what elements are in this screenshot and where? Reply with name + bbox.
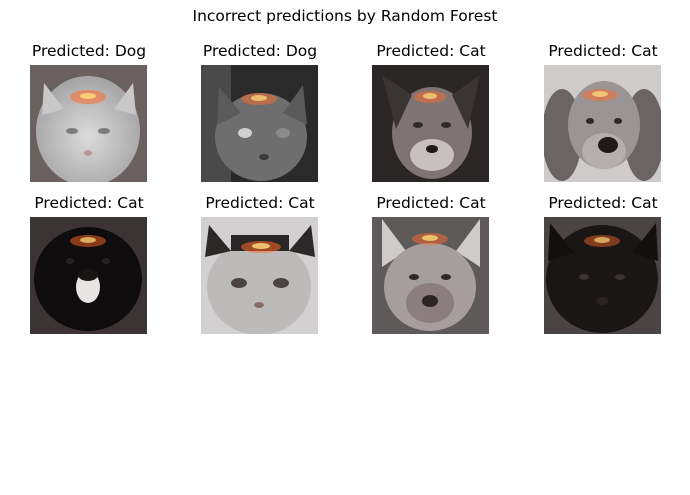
panel-image bbox=[544, 65, 661, 182]
panel-caption: Predicted: Cat bbox=[548, 194, 658, 212]
panel-caption: Predicted: Dog bbox=[202, 42, 318, 60]
panel-image bbox=[201, 65, 318, 182]
panel-image bbox=[544, 217, 661, 334]
panel-image bbox=[30, 65, 147, 182]
figure-title: Incorrect predictions by Random Forest bbox=[192, 7, 498, 25]
panel-caption: Predicted: Cat bbox=[205, 194, 315, 212]
panel-image bbox=[372, 217, 489, 334]
panel-caption: Predicted: Cat bbox=[376, 194, 486, 212]
panel-image bbox=[372, 65, 489, 182]
panel-image bbox=[201, 217, 318, 334]
panel-image bbox=[30, 217, 147, 334]
panel-caption: Predicted: Cat bbox=[376, 42, 486, 60]
panel-caption: Predicted: Cat bbox=[548, 42, 658, 60]
panel-caption: Predicted: Dog bbox=[31, 42, 147, 60]
panel-caption: Predicted: Cat bbox=[34, 194, 144, 212]
